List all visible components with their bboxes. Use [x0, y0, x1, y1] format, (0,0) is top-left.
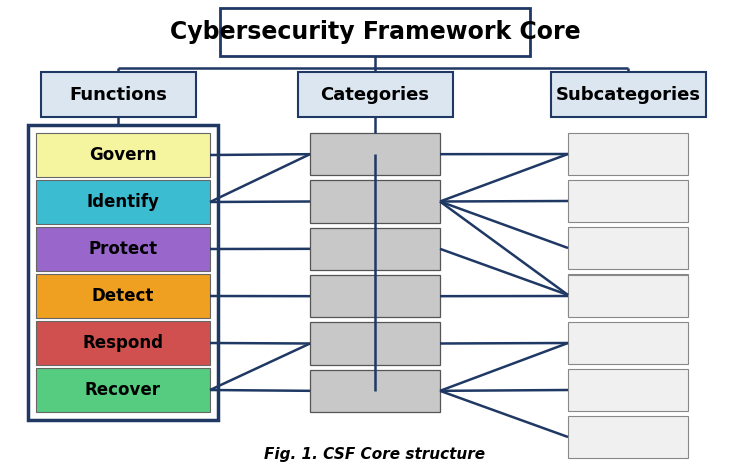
FancyBboxPatch shape [550, 72, 706, 117]
FancyBboxPatch shape [36, 274, 210, 318]
FancyBboxPatch shape [220, 8, 530, 56]
FancyBboxPatch shape [310, 322, 440, 365]
FancyBboxPatch shape [36, 227, 210, 271]
Text: Fig. 1. CSF Core structure: Fig. 1. CSF Core structure [265, 447, 485, 463]
Text: Subcategories: Subcategories [556, 85, 700, 103]
FancyBboxPatch shape [568, 369, 688, 411]
Text: Recover: Recover [85, 381, 161, 399]
Text: Respond: Respond [82, 334, 164, 352]
Text: Detect: Detect [92, 287, 154, 305]
Text: Cybersecurity Framework Core: Cybersecurity Framework Core [170, 20, 580, 44]
FancyBboxPatch shape [310, 275, 440, 317]
FancyBboxPatch shape [36, 133, 210, 177]
FancyBboxPatch shape [310, 228, 440, 270]
FancyBboxPatch shape [568, 275, 688, 317]
FancyBboxPatch shape [36, 180, 210, 224]
Text: Protect: Protect [88, 240, 158, 258]
Text: Categories: Categories [320, 85, 430, 103]
FancyBboxPatch shape [36, 368, 210, 412]
Text: Identify: Identify [86, 193, 160, 211]
FancyBboxPatch shape [568, 274, 688, 316]
FancyBboxPatch shape [310, 133, 440, 175]
FancyBboxPatch shape [36, 321, 210, 365]
FancyBboxPatch shape [568, 227, 688, 269]
FancyBboxPatch shape [568, 322, 688, 364]
FancyBboxPatch shape [310, 370, 440, 412]
FancyBboxPatch shape [40, 72, 196, 117]
Text: Govern: Govern [89, 146, 157, 164]
FancyBboxPatch shape [568, 180, 688, 222]
FancyBboxPatch shape [310, 180, 440, 223]
FancyBboxPatch shape [298, 72, 452, 117]
Text: Functions: Functions [69, 85, 167, 103]
FancyBboxPatch shape [568, 133, 688, 175]
FancyBboxPatch shape [568, 416, 688, 458]
